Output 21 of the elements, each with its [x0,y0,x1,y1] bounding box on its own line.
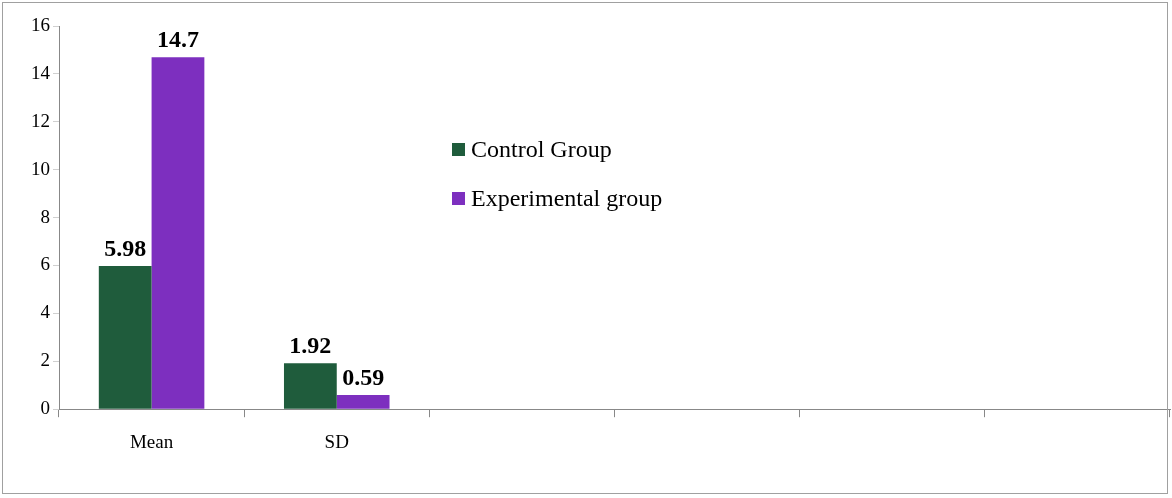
bar [336,395,390,409]
legend-label: Experimental group [471,185,663,212]
legend-label: Control Group [471,136,612,163]
y-tick-label: 2 [40,349,50,371]
data-label: 0.59 [342,364,385,391]
y-tick-label: 8 [40,205,50,227]
data-label: 1.92 [289,332,332,359]
y-tick-label: 14 [31,61,51,83]
y-tick-label: 6 [40,253,50,275]
x-tick-label: Mean [129,430,174,452]
bar [98,265,152,409]
y-tick-label: 4 [40,301,51,323]
y-tick-label: 0 [40,397,50,419]
data-label: 5.98 [104,235,147,262]
y-tick-label: 12 [31,109,50,131]
bar [283,363,337,409]
bar [151,57,205,409]
x-tick-label: SD [324,430,349,452]
y-tick-label: 10 [31,157,50,179]
y-tick-label: 16 [31,13,50,35]
data-label: 14.7 [156,26,199,53]
